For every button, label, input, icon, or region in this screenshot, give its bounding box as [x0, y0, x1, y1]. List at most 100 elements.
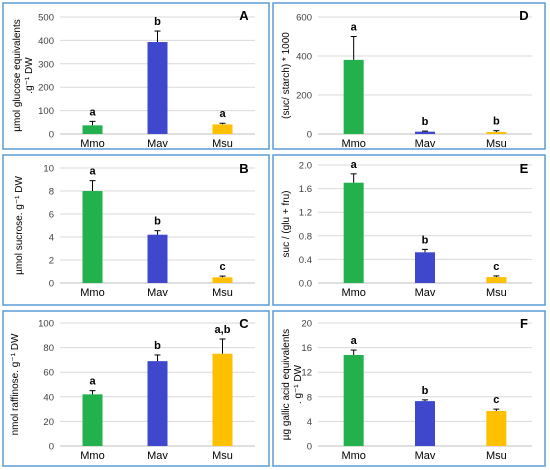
significance-label: b — [154, 340, 161, 352]
significance-label: b — [154, 216, 161, 228]
y-tick-label: 200 — [38, 83, 54, 94]
y-tick-label: 0 — [307, 442, 312, 453]
y-tick-label: 0 — [49, 130, 54, 141]
significance-label: c — [219, 261, 225, 273]
y-axis-label: .g⁻¹ DW — [24, 57, 35, 94]
y-tick-label: 40 — [43, 392, 54, 403]
x-category-label: Mav — [415, 450, 436, 462]
panel-letter: C — [239, 316, 249, 331]
y-tick-label: 0 — [49, 279, 54, 290]
y-tick-label: 600 — [296, 13, 312, 24]
x-category-label: Mav — [415, 287, 436, 299]
bar-mav — [147, 234, 168, 283]
panel-f: 0 4 8 12 16 20 a Mmo b Mav c Msu Fµg gallic acid equ… — [272, 310, 546, 467]
y-axis-label: µmol sucrose. g⁻¹ DW — [14, 176, 25, 275]
x-category-label: Mmo — [341, 287, 365, 299]
bar-msu — [486, 132, 507, 134]
panel-letter: B — [239, 161, 248, 176]
significance-label: c — [493, 394, 499, 406]
x-category-label: Mmo — [341, 450, 365, 462]
bar-msu — [486, 410, 507, 446]
bar-msu — [486, 277, 507, 283]
x-category-label: Msu — [212, 287, 233, 299]
panel-letter: A — [239, 8, 249, 23]
y-tick-label: 6 — [49, 210, 54, 221]
bar-mav — [415, 401, 435, 446]
y-axis-label: µmol glucose equivalents — [12, 19, 23, 132]
bar-mav — [415, 252, 435, 283]
x-category-label: Msu — [212, 138, 233, 150]
y-tick-label: 300 — [38, 59, 54, 70]
x-category-label: Mmo — [80, 450, 104, 462]
y-tick-label: 1.2 — [299, 208, 312, 219]
y-tick-label: 8 — [307, 392, 312, 403]
bar-mmo — [343, 182, 364, 283]
y-tick-label: 8 — [49, 187, 54, 198]
y-tick-label: 16 — [301, 343, 312, 354]
significance-label: a — [351, 335, 358, 347]
x-category-label: Mav — [147, 287, 168, 299]
y-tick-label: 400 — [38, 36, 54, 47]
bar-msu — [212, 353, 233, 446]
panel-letter: D — [519, 8, 528, 23]
x-category-label: Mmo — [341, 138, 365, 150]
y-tick-label: 0 — [49, 442, 54, 453]
x-category-label: Msu — [486, 287, 507, 299]
bar-mmo — [82, 394, 103, 446]
x-category-label: Mmo — [80, 138, 104, 150]
significance-label: a — [89, 106, 96, 118]
bar-mav — [415, 131, 435, 134]
x-category-label: Mav — [147, 450, 168, 462]
significance-label: a — [351, 159, 358, 171]
panel-d: 0 200 400 600 a Mmo b Mav b Msu D (suc/ starch) * 1… — [272, 2, 546, 150]
y-tick-label: 10 — [43, 164, 54, 175]
y-axis-label: nmol raffinose. g⁻¹ DW — [10, 333, 21, 435]
significance-label: b — [154, 16, 161, 28]
bar-mmo — [343, 59, 364, 134]
y-axis-label: suc / (glu + fru) — [281, 191, 292, 258]
significance-label: c — [493, 261, 499, 273]
significance-label: a,b — [215, 324, 231, 336]
y-tick-label: 2.0 — [299, 161, 312, 172]
y-axis-label: . g⁻¹ DW — [293, 364, 304, 404]
y-tick-label: 1.6 — [299, 184, 312, 195]
x-category-label: Msu — [486, 450, 507, 462]
bar-mav — [147, 42, 168, 135]
y-tick-label: 12 — [301, 368, 312, 379]
panel-frame — [272, 2, 546, 150]
y-tick-label: 0.4 — [299, 255, 312, 266]
significance-label: b — [493, 116, 500, 128]
significance-label: b — [422, 385, 429, 397]
y-tick-label: 4 — [49, 233, 54, 244]
bar-mmo — [82, 191, 103, 283]
significance-label: a — [89, 166, 96, 178]
x-category-label: Mmo — [80, 287, 104, 299]
y-tick-label: 0.8 — [299, 231, 312, 242]
y-axis-label: µg gallic acid equivalents — [281, 329, 292, 440]
y-tick-label: 20 — [301, 319, 312, 330]
significance-label: a — [351, 22, 358, 34]
x-category-label: Msu — [486, 138, 507, 150]
y-tick-label: 400 — [296, 52, 312, 63]
bar-mav — [147, 361, 168, 446]
y-tick-label: 500 — [38, 13, 54, 24]
y-tick-label: 2 — [49, 256, 54, 267]
panel-letter: F — [520, 316, 528, 331]
x-category-label: Mav — [147, 138, 168, 150]
y-tick-label: 60 — [43, 368, 54, 379]
y-tick-label: 20 — [43, 417, 54, 428]
bar-msu — [212, 277, 233, 283]
y-tick-label: 0.0 — [299, 279, 312, 290]
y-tick-label: 100 — [38, 106, 54, 117]
y-tick-label: 100 — [38, 319, 54, 330]
significance-label: b — [422, 116, 429, 128]
y-tick-label: 0 — [307, 130, 312, 141]
y-tick-label: 200 — [296, 91, 312, 102]
significance-label: a — [219, 108, 226, 120]
panel-letter: E — [520, 161, 529, 176]
